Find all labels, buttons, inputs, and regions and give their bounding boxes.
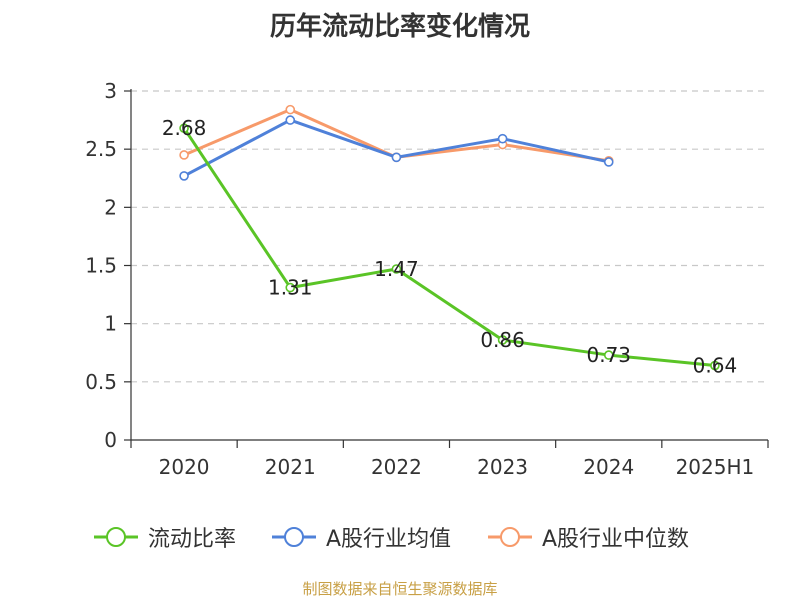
y-tick-label: 1	[104, 312, 117, 336]
grid-lines	[131, 90, 768, 383]
series-lines	[179, 104, 720, 371]
data-point	[497, 335, 508, 345]
data-label: 2.68	[162, 116, 207, 140]
legend: 流动比率 A股行业均值 A股行业中位数	[0, 520, 800, 554]
data-point	[179, 123, 189, 134]
x-tick-label: 2025H1	[676, 455, 755, 479]
data-label: 0.86	[480, 328, 525, 352]
data-point	[179, 171, 189, 181]
legend-item-industry-mean[interactable]: A股行业均值	[270, 520, 451, 554]
y-tick-label: 3	[104, 79, 117, 103]
legend-marker-industry-median	[488, 527, 532, 547]
axes: 0 0.5 1 1.5 2 2.5 3 2020 2021 2022 2023 2024 2025H1	[85, 79, 769, 479]
legend-label-industry-mean: A股行业均值	[326, 527, 452, 552]
y-tick-label: 2.5	[85, 137, 117, 161]
legend-label-current-ratio: 流动比率	[148, 527, 237, 552]
x-tick-label: 2021	[265, 455, 316, 479]
legend-marker-industry-mean	[272, 527, 316, 547]
data-point	[285, 115, 296, 125]
data-point	[179, 150, 189, 160]
legend-marker-current-ratio	[94, 527, 138, 547]
y-tick-label: 2	[104, 195, 117, 219]
x-tick-label: 2020	[159, 455, 210, 479]
data-point	[285, 104, 296, 115]
data-label: 1.31	[268, 276, 313, 300]
data-label: 1.47	[374, 257, 419, 281]
data-label: 0.64	[693, 354, 738, 378]
data-point	[285, 282, 296, 293]
x-tick-label: 2024	[583, 455, 634, 479]
source-note: 制图数据来自恒生聚源数据库	[302, 580, 498, 598]
x-tick-label: 2022	[371, 455, 422, 479]
chart-title: 历年流动比率变化情况	[269, 12, 530, 42]
legend-item-current-ratio[interactable]: 流动比率	[92, 520, 236, 554]
data-point	[710, 360, 720, 371]
data-labels: 2.68 1.31 1.47 0.86 0.73 0.64	[162, 116, 737, 377]
data-point	[391, 264, 402, 274]
legend-label-industry-median: A股行业中位数	[542, 527, 690, 552]
data-point	[603, 350, 614, 360]
legend-item-industry-median[interactable]: A股行业中位数	[486, 520, 689, 554]
y-tick-label: 1.5	[85, 254, 117, 278]
x-tick-label: 2023	[477, 455, 528, 479]
data-point	[603, 157, 614, 167]
series-line	[182, 127, 716, 368]
data-label: 0.73	[586, 343, 631, 367]
y-tick-label: 0	[104, 428, 117, 452]
data-point	[497, 133, 508, 144]
data-point	[391, 152, 402, 163]
y-tick-label: 0.5	[85, 370, 117, 394]
